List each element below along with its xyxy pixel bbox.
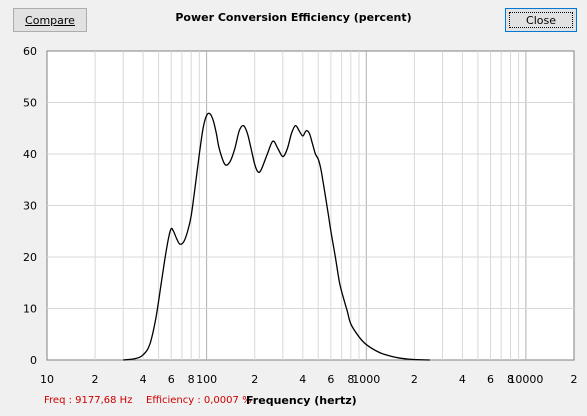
x-tick-label: 8 <box>347 373 354 386</box>
close-button[interactable]: Close <box>505 8 577 32</box>
y-tick-label: 50 <box>23 97 37 110</box>
x-tick-label: 4 <box>140 373 147 386</box>
x-tick-label: 6 <box>168 373 175 386</box>
x-tick-label: 6 <box>327 373 334 386</box>
x-tick-label: 2 <box>92 373 99 386</box>
y-tick-label: 10 <box>23 303 37 316</box>
close-button-label: Close <box>526 13 556 27</box>
x-tick-label: 1000 <box>352 373 380 386</box>
x-tick-label: 100 <box>196 373 217 386</box>
y-tick-label: 60 <box>23 45 37 58</box>
x-tick-label: 2 <box>571 373 578 386</box>
y-tick-label: 20 <box>23 251 37 264</box>
compare-button-label: Compare <box>25 13 75 27</box>
x-tick-label: 10000 <box>508 373 543 386</box>
status-efficiency: Efficiency : 0,0007 % <box>146 395 252 406</box>
efficiency-curve <box>123 112 430 361</box>
y-tick-label: 0 <box>30 354 37 367</box>
compare-button[interactable]: Compare <box>13 8 87 32</box>
status-frequency: Freq : 9177,68 Hz <box>44 395 133 406</box>
x-tick-label: 6 <box>487 373 494 386</box>
x-tick-label: 2 <box>251 373 258 386</box>
chart-title: Power Conversion Efficiency (percent) <box>175 11 412 24</box>
y-tick-label: 40 <box>23 148 37 161</box>
x-tick-label: 8 <box>507 373 514 386</box>
x-tick-label: 4 <box>299 373 306 386</box>
x-tick-label: 10 <box>40 373 54 386</box>
x-tick-label: 4 <box>459 373 466 386</box>
y-axis-tick-labels: 0 10 20 30 40 50 60 <box>23 45 37 367</box>
horizontal-gridlines <box>47 102 574 309</box>
x-tick-label: 8 <box>188 373 195 386</box>
x-tick-label: 2 <box>411 373 418 386</box>
x-axis-label: Frequency (hertz) <box>246 394 357 407</box>
y-tick-label: 30 <box>23 200 37 213</box>
